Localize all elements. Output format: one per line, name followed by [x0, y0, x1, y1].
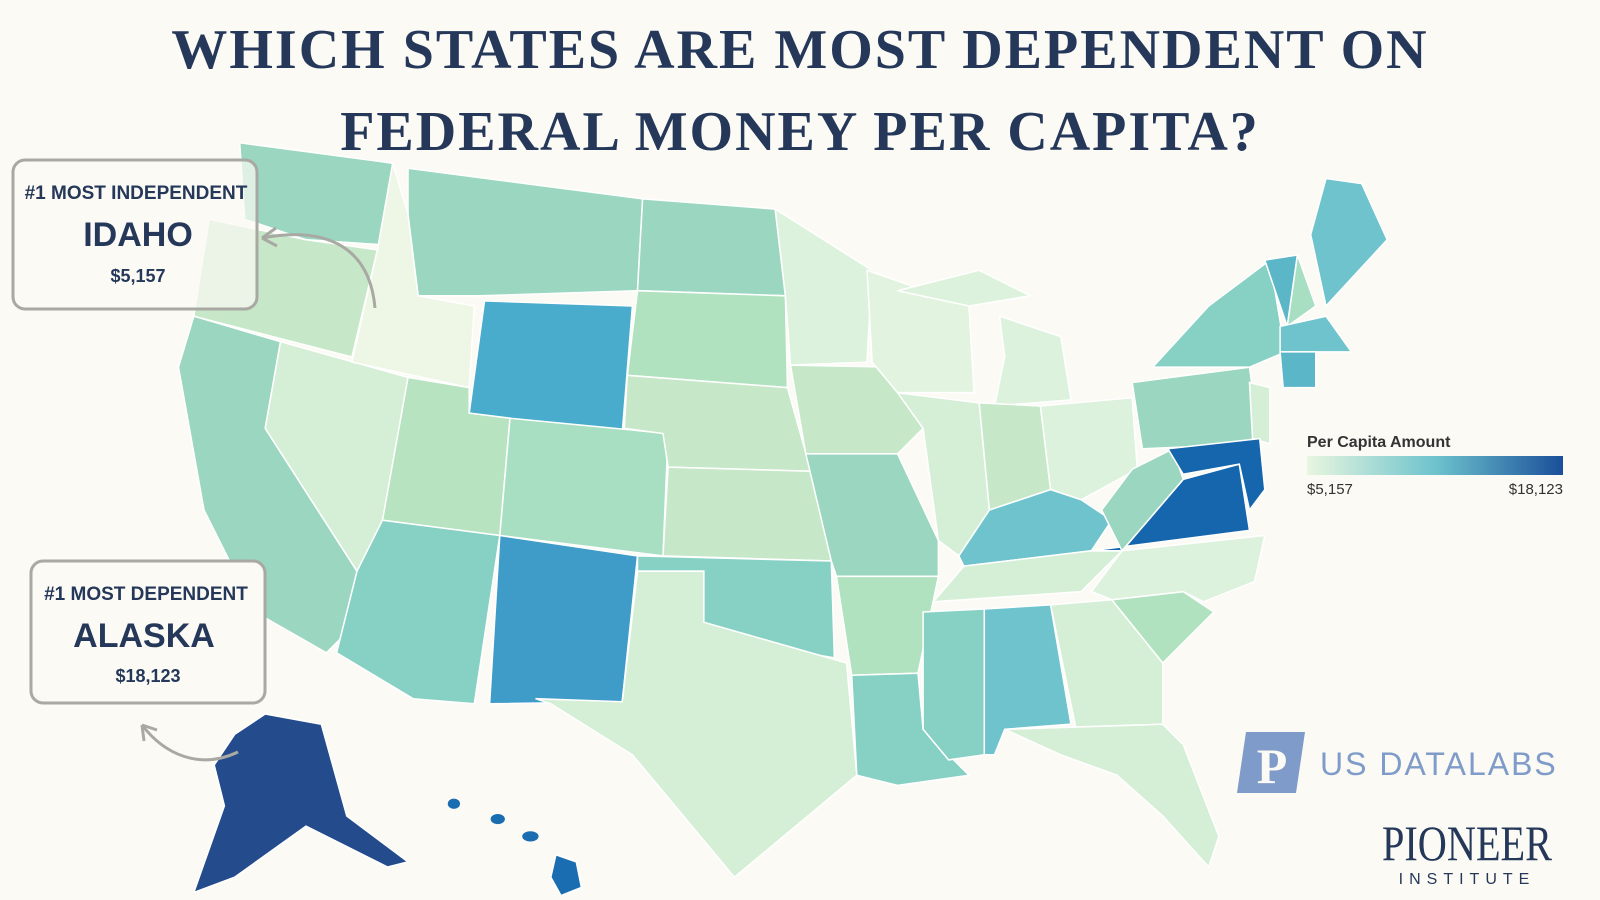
callout-state: IDAHO — [83, 216, 193, 254]
title-line: FEDERAL MONEY PER CAPITA? — [340, 101, 1260, 163]
legend-max: $18,123 — [1509, 481, 1563, 498]
arrows — [140, 226, 377, 762]
callout-amount: $5,157 — [110, 266, 165, 286]
us-map — [177, 141, 1389, 897]
callout-amount: $18,123 — [115, 666, 180, 686]
legend-gradient — [1307, 456, 1563, 475]
callout-box — [11, 158, 259, 311]
logo-text: US DATALABS — [1320, 746, 1558, 782]
logo-mark — [1237, 732, 1305, 793]
callout-box — [29, 559, 267, 705]
logo-text: PIONEER — [1382, 815, 1553, 871]
callout-label: #1 MOST DEPENDENT — [44, 584, 248, 605]
callout-label: #1 MOST INDEPENDENT — [25, 183, 248, 204]
legend-min: $5,157 — [1307, 481, 1353, 498]
logo-text: INSTITUTE — [1399, 871, 1536, 888]
legend-title: Per Capita Amount — [1307, 434, 1451, 451]
callout-state: ALASKA — [73, 617, 215, 655]
logo-letter: P — [1257, 738, 1288, 794]
title-line: WHICH STATES ARE MOST DEPENDENT ON — [171, 19, 1428, 81]
